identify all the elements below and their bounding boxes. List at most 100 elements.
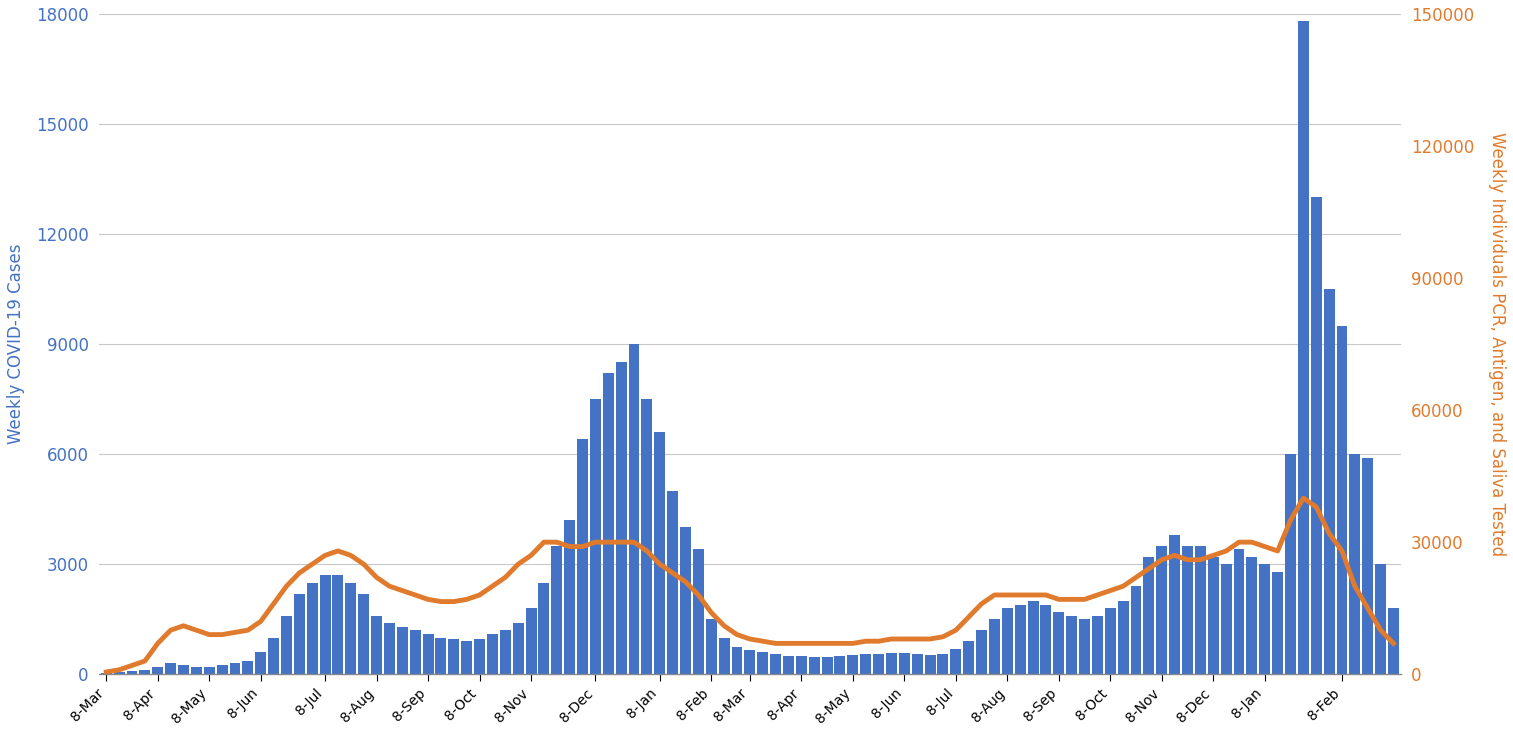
Bar — [1144, 557, 1154, 674]
Bar — [976, 630, 986, 674]
Bar — [499, 630, 511, 674]
Bar — [1375, 564, 1386, 674]
Bar — [204, 667, 215, 674]
Bar — [964, 641, 974, 674]
Bar — [679, 528, 691, 674]
Bar — [281, 616, 292, 674]
Bar — [1298, 21, 1309, 674]
Bar — [101, 673, 112, 674]
Bar — [319, 575, 330, 674]
Bar — [333, 575, 343, 674]
Bar — [539, 583, 549, 674]
Bar — [576, 440, 589, 674]
Bar — [345, 583, 356, 674]
Bar — [268, 638, 278, 674]
Bar — [436, 638, 446, 674]
Bar — [461, 641, 472, 674]
Bar — [525, 608, 537, 674]
Bar — [938, 654, 949, 674]
Bar — [1195, 546, 1206, 674]
Bar — [396, 627, 409, 674]
Bar — [1067, 616, 1077, 674]
Bar — [924, 655, 935, 674]
Bar — [359, 594, 369, 674]
Bar — [1079, 619, 1089, 674]
Y-axis label: Weekly COVID-19 Cases: Weekly COVID-19 Cases — [8, 244, 24, 444]
Bar — [216, 665, 227, 674]
Bar — [139, 670, 150, 674]
Bar — [1310, 197, 1322, 674]
Bar — [1182, 546, 1192, 674]
Bar — [165, 663, 176, 674]
Bar — [899, 653, 909, 674]
Bar — [705, 619, 717, 674]
Bar — [1259, 564, 1271, 674]
Bar — [1027, 601, 1038, 674]
Bar — [1336, 325, 1348, 674]
Bar — [1221, 564, 1232, 674]
Bar — [1092, 616, 1103, 674]
Bar — [1233, 550, 1245, 674]
Bar — [628, 344, 640, 674]
Bar — [1053, 612, 1064, 674]
Bar — [1350, 454, 1360, 674]
Bar — [294, 594, 304, 674]
Bar — [1247, 557, 1257, 674]
Bar — [474, 639, 486, 674]
Bar — [770, 654, 781, 674]
Bar — [887, 653, 897, 674]
Bar — [513, 623, 523, 674]
Bar — [487, 634, 498, 674]
Bar — [758, 652, 769, 674]
Bar — [822, 657, 832, 674]
Bar — [410, 630, 421, 674]
Bar — [1118, 601, 1129, 674]
Bar — [602, 373, 614, 674]
Bar — [1156, 546, 1167, 674]
Bar — [809, 657, 820, 674]
Bar — [1285, 454, 1297, 674]
Bar — [667, 491, 678, 674]
Bar — [191, 667, 201, 674]
Bar — [1362, 458, 1374, 674]
Bar — [113, 672, 124, 674]
Bar — [719, 638, 729, 674]
Bar — [861, 654, 871, 674]
Bar — [307, 583, 318, 674]
Bar — [1387, 608, 1400, 674]
Bar — [230, 663, 241, 674]
Bar — [1324, 289, 1334, 674]
Bar — [256, 652, 266, 674]
Bar — [1207, 557, 1219, 674]
Bar — [242, 661, 253, 674]
Bar — [384, 623, 395, 674]
Bar — [371, 616, 383, 674]
Bar — [1104, 608, 1115, 674]
Bar — [990, 619, 1000, 674]
Bar — [796, 656, 806, 674]
Bar — [551, 546, 563, 674]
Bar — [1130, 586, 1141, 674]
Bar — [873, 654, 884, 674]
Bar — [950, 649, 961, 674]
Bar — [912, 654, 923, 674]
Bar — [1002, 608, 1012, 674]
Bar — [654, 432, 666, 674]
Bar — [179, 665, 189, 674]
Bar — [1272, 572, 1283, 674]
Bar — [564, 520, 575, 674]
Bar — [590, 399, 601, 674]
Bar — [744, 650, 755, 674]
Bar — [448, 639, 460, 674]
Bar — [693, 550, 704, 674]
Bar — [847, 655, 858, 674]
Bar — [642, 399, 652, 674]
Bar — [731, 647, 743, 674]
Bar — [616, 362, 626, 674]
Bar — [784, 656, 794, 674]
Bar — [1170, 535, 1180, 674]
Bar — [127, 671, 138, 674]
Bar — [1041, 605, 1052, 674]
Bar — [1015, 605, 1026, 674]
Bar — [835, 656, 846, 674]
